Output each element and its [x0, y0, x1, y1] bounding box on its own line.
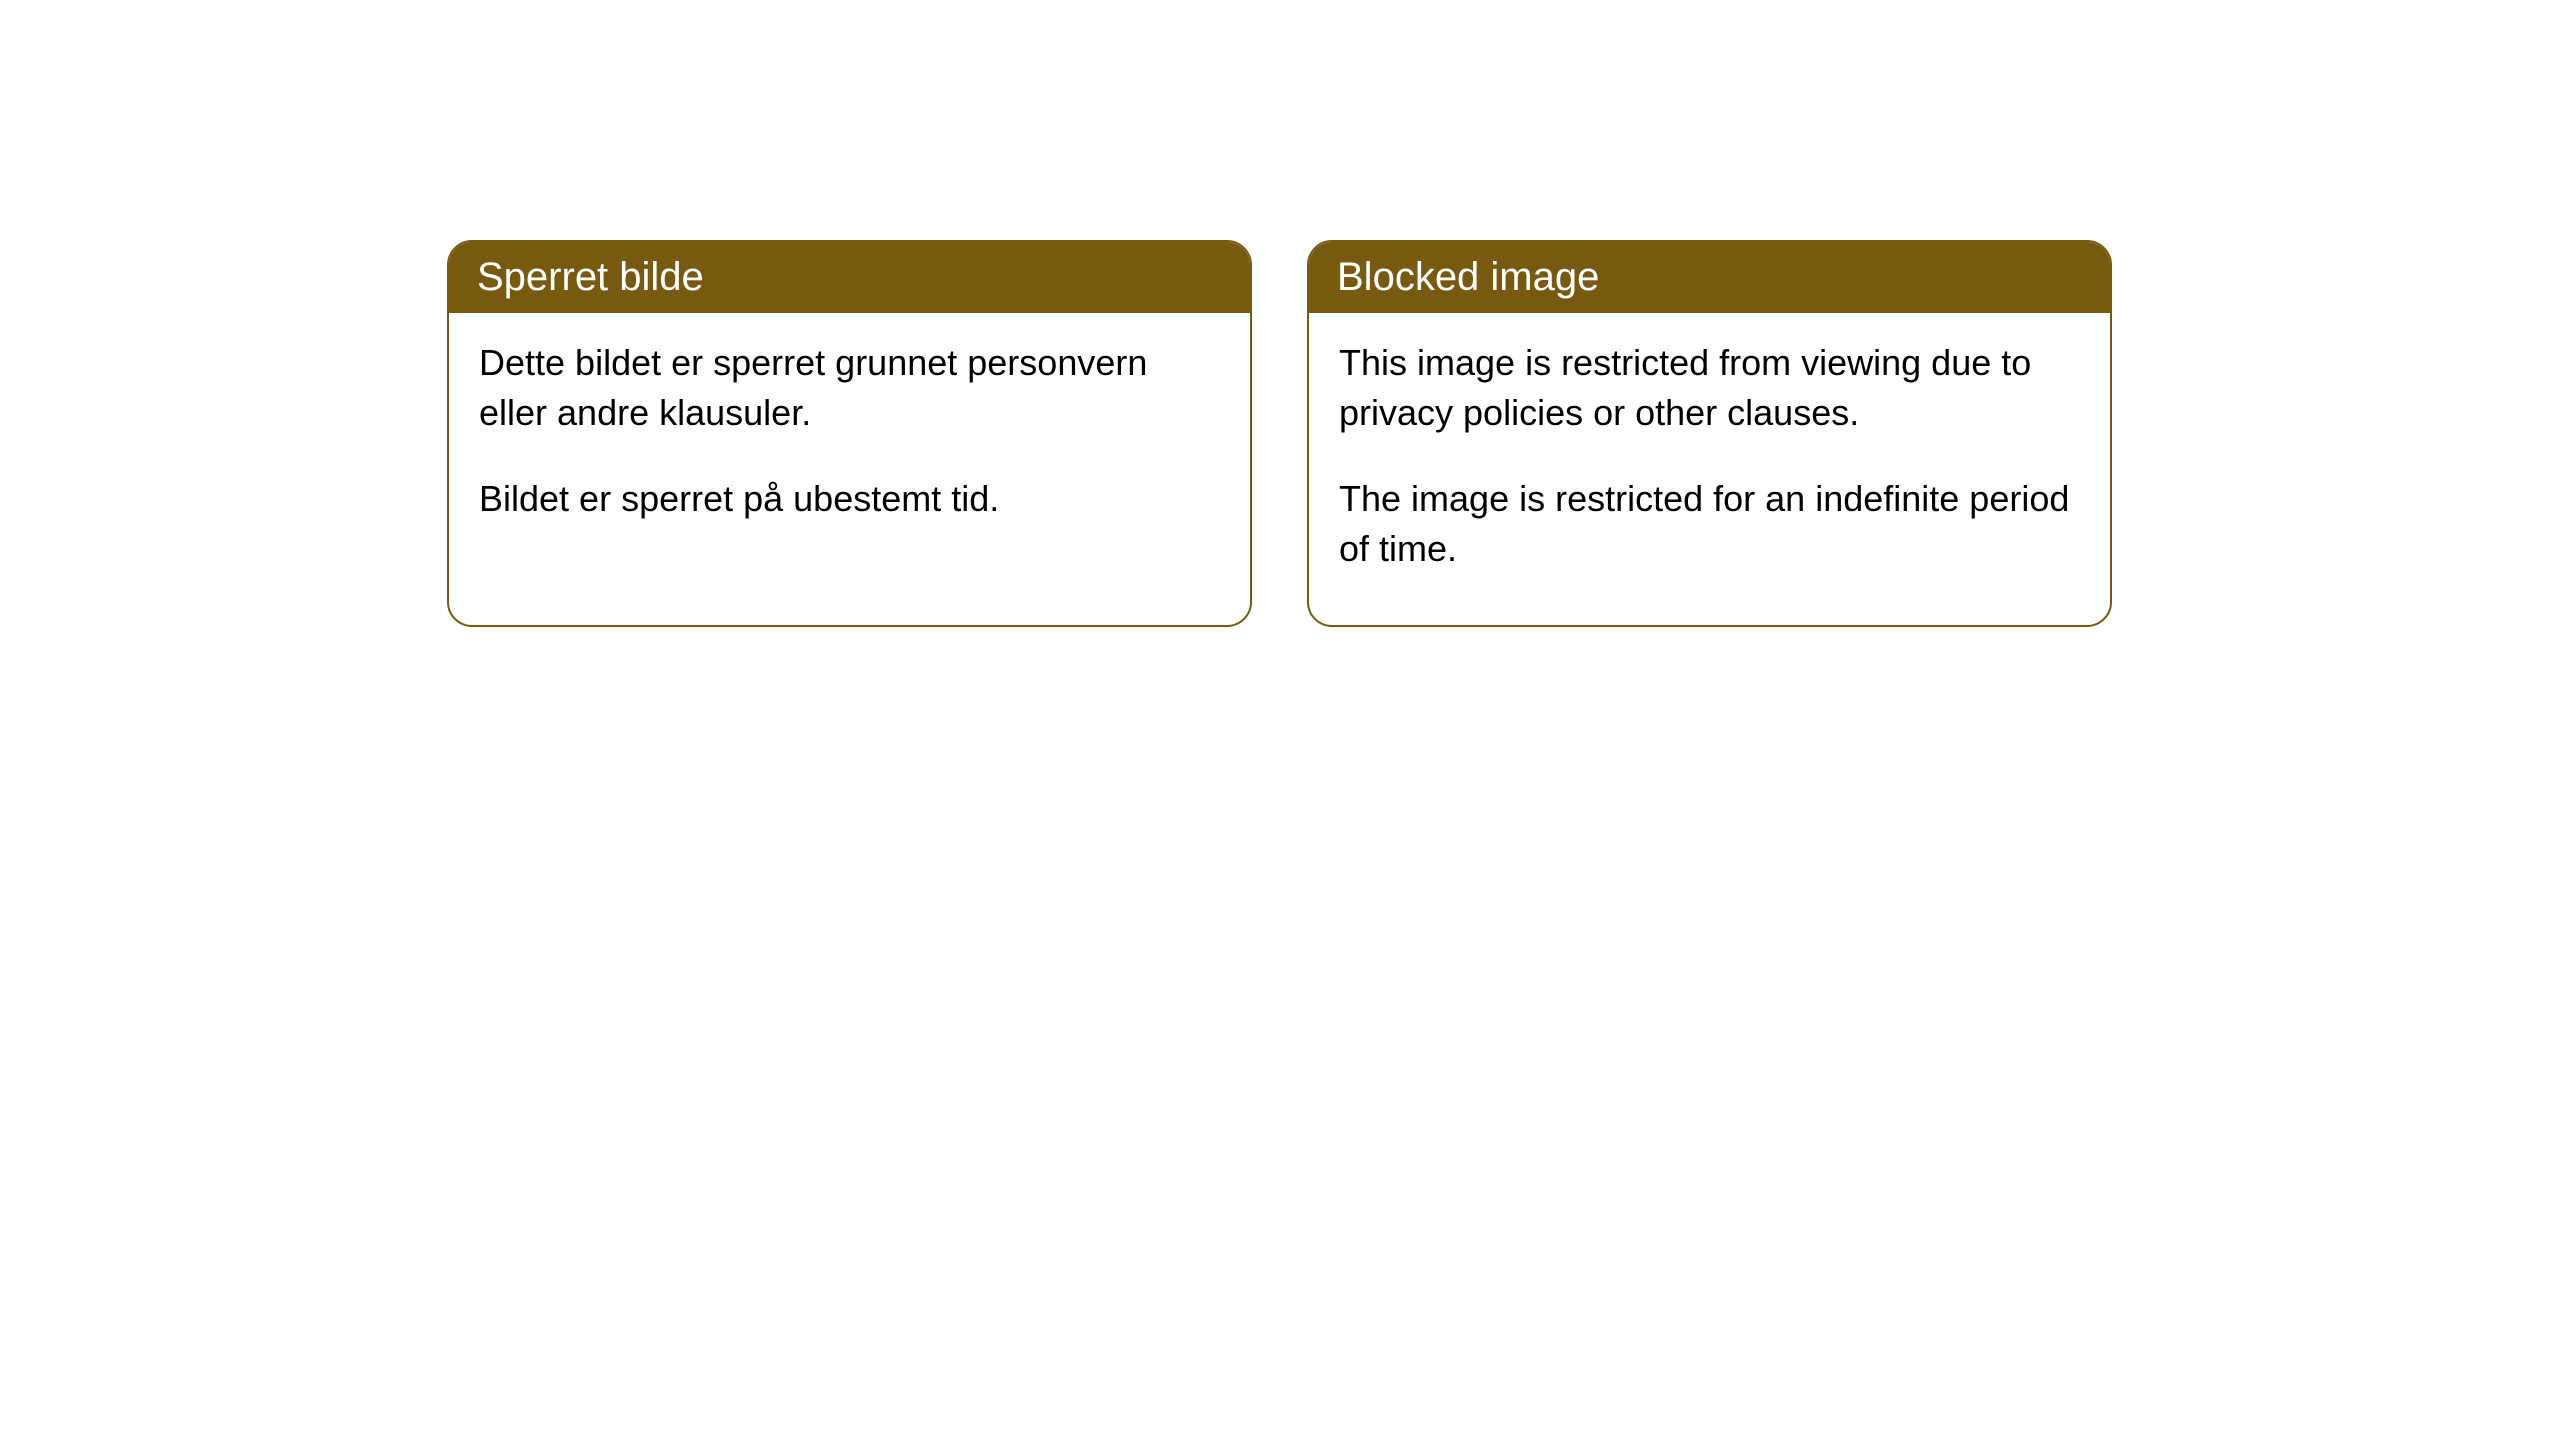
notice-card-english: Blocked image This image is restricted f…	[1307, 240, 2112, 627]
card-header-norwegian: Sperret bilde	[449, 242, 1250, 313]
card-paragraph: This image is restricted from viewing du…	[1339, 338, 2080, 439]
card-paragraph: Dette bildet er sperret grunnet personve…	[479, 338, 1220, 439]
card-body-norwegian: Dette bildet er sperret grunnet personve…	[449, 313, 1250, 574]
card-paragraph: The image is restricted for an indefinit…	[1339, 474, 2080, 575]
card-title: Sperret bilde	[477, 255, 704, 299]
card-body-english: This image is restricted from viewing du…	[1309, 313, 2110, 625]
card-header-english: Blocked image	[1309, 242, 2110, 313]
card-paragraph: Bildet er sperret på ubestemt tid.	[479, 474, 1220, 524]
card-title: Blocked image	[1337, 255, 1599, 299]
notice-container: Sperret bilde Dette bildet er sperret gr…	[447, 240, 2112, 627]
notice-card-norwegian: Sperret bilde Dette bildet er sperret gr…	[447, 240, 1252, 627]
